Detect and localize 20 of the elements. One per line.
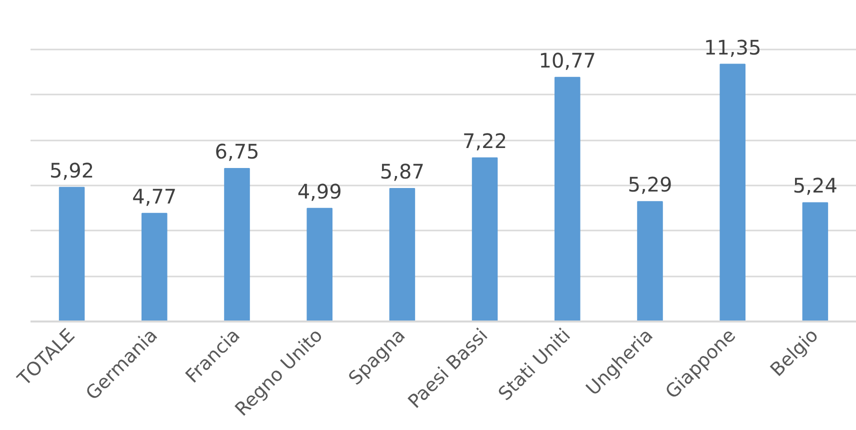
bar	[554, 76, 580, 322]
data-label: 7,22	[462, 128, 508, 153]
bar	[472, 157, 498, 322]
bar	[306, 208, 332, 322]
data-label: 11,35	[704, 35, 762, 60]
bar	[720, 64, 746, 322]
bar	[802, 202, 828, 322]
bar	[142, 212, 168, 322]
data-label: 5,92	[50, 158, 94, 182]
data-label: 4,99	[297, 179, 342, 204]
bar	[637, 201, 663, 322]
data-label: 5,24	[792, 174, 838, 198]
data-label: 4,77	[132, 184, 177, 208]
data-label: 5,87	[380, 159, 424, 184]
bar	[389, 188, 416, 322]
data-label: 6,75	[214, 140, 260, 164]
data-label: 10,77	[538, 48, 596, 72]
bar	[224, 168, 250, 322]
bar	[58, 186, 85, 322]
data-label: 5,29	[628, 172, 672, 197]
